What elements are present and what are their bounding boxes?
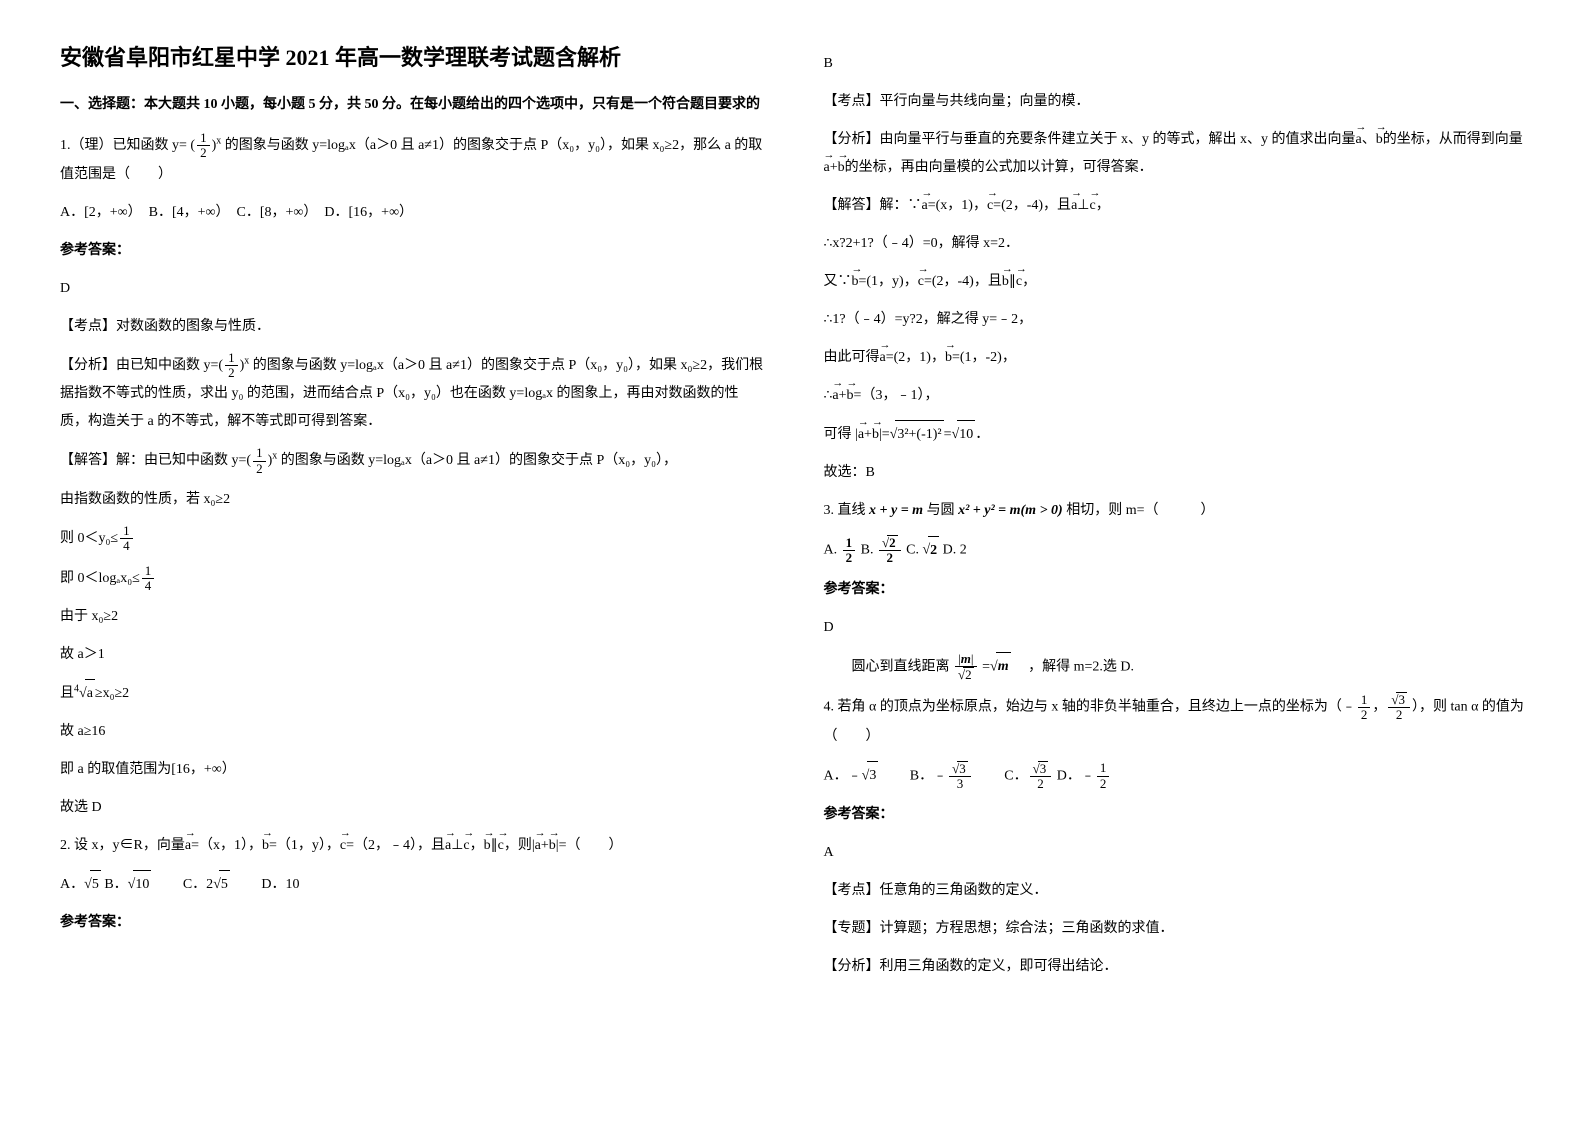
q2-answer: B [824, 50, 1528, 78]
section-heading: 一、选择题：本大题共 10 小题，每小题 5 分，共 50 分。在每小题给出的四… [60, 92, 764, 117]
q2-sol6: 可得 |a+b|=√3²+(-1)²=√10． [824, 420, 1528, 449]
q3-answer: D [824, 614, 1528, 642]
q4-tag3: 【分析】利用三角函数的定义，即可得出结论． [824, 953, 1528, 981]
q3-sol: 圆心到直线距离 |m|√2 =√m ，解得 m=2.选 D. [824, 652, 1528, 683]
q4-tag2: 【专题】计算题；方程思想；综合法；三角函数的求值． [824, 915, 1528, 943]
answer-label: 参考答案： [60, 237, 764, 265]
q1-stem: 1.（理）已知函数 y= (12)x 的图象与函数 y=logₐx（a＞0 且 … [60, 131, 764, 189]
q1-l2: 则 0＜y₀≤14 [60, 524, 764, 554]
q1-l4: 由于 x₀≥2 [60, 603, 764, 631]
q1-l3: 即 0＜logₐx₀≤14 [60, 564, 764, 594]
q2-tag1: 【考点】平行向量与共线向量；向量的模． [824, 88, 1528, 116]
q4-answer: A [824, 839, 1528, 867]
q1-l6: 且4√a≥x₀≥2 [60, 679, 764, 708]
answer-label: 参考答案： [60, 909, 764, 937]
q1-l7: 故 a≥16 [60, 718, 764, 746]
q2-sol4: 由此可得a=(2，1)，b=(1，-2)， [824, 344, 1528, 372]
q1-options: A．[2，+∞） B．[4，+∞） C．[8，+∞） D．[16，+∞） [60, 199, 764, 227]
q3-options: A. 12 B. √22 C. √2 D. 2 [824, 535, 1528, 566]
q1-sol-head: 【解答】解：由已知中函数 y=(12)x 的图象与函数 y=logₐx（a＞0 … [60, 446, 764, 476]
answer-label: 参考答案： [824, 801, 1528, 829]
q1-l9: 故选 D [60, 794, 764, 822]
page-title: 安徽省阜阳市红星中学 2021 年高一数学理联考试题含解析 [60, 40, 764, 72]
q2-stem: 2. 设 x，y∈R，向量a=（x，1），b=（1，y），c=（2，﹣4），且a… [60, 832, 764, 860]
q1-l8: 即 a 的取值范围为[16，+∞） [60, 756, 764, 784]
q2-sol0: 【解答】解：∵a=(x，1)，c=(2，-4)，且a⊥c， [824, 192, 1528, 220]
q3-stem: 3. 直线 x + y = m 与圆 x² + y² = m(m > 0) 相切… [824, 497, 1528, 525]
q4-options: A．﹣√3 B．﹣√33 C．√32 D．﹣12 [824, 761, 1528, 792]
q4-stem: 4. 若角 α 的顶点为坐标原点，始边与 x 轴的非负半轴重合，且终边上一点的坐… [824, 692, 1528, 751]
q2-tag2: 【分析】由向量平行与垂直的充要条件建立关于 x、y 的等式，解出 x、y 的值求… [824, 126, 1528, 182]
q1-l1: 由指数函数的性质，若 x₀≥2 [60, 486, 764, 514]
q2-sol3: ∴1?（﹣4）=y?2，解之得 y=﹣2， [824, 306, 1528, 334]
q2-sol5: ∴a+b=（3，﹣1）， [824, 382, 1528, 410]
q4-tag1: 【考点】任意角的三角函数的定义． [824, 877, 1528, 905]
q1-tag2: 【分析】由已知中函数 y=(12)x 的图象与函数 y=logₐx（a＞0 且 … [60, 351, 764, 437]
q2-sol2: 又∵b=(1，y)，c=(2，-4)，且b∥c， [824, 268, 1528, 296]
q1-answer: D [60, 275, 764, 303]
answer-label: 参考答案： [824, 576, 1528, 604]
q1-l5: 故 a＞1 [60, 641, 764, 669]
q2-sol7: 故选：B [824, 459, 1528, 487]
q2-sol1: ∴x?2+1?（﹣4）=0，解得 x=2． [824, 230, 1528, 258]
q1-tag1: 【考点】对数函数的图象与性质． [60, 313, 764, 341]
q2-options: A．√5 B．√10 C．2√5 D．10 [60, 870, 764, 899]
